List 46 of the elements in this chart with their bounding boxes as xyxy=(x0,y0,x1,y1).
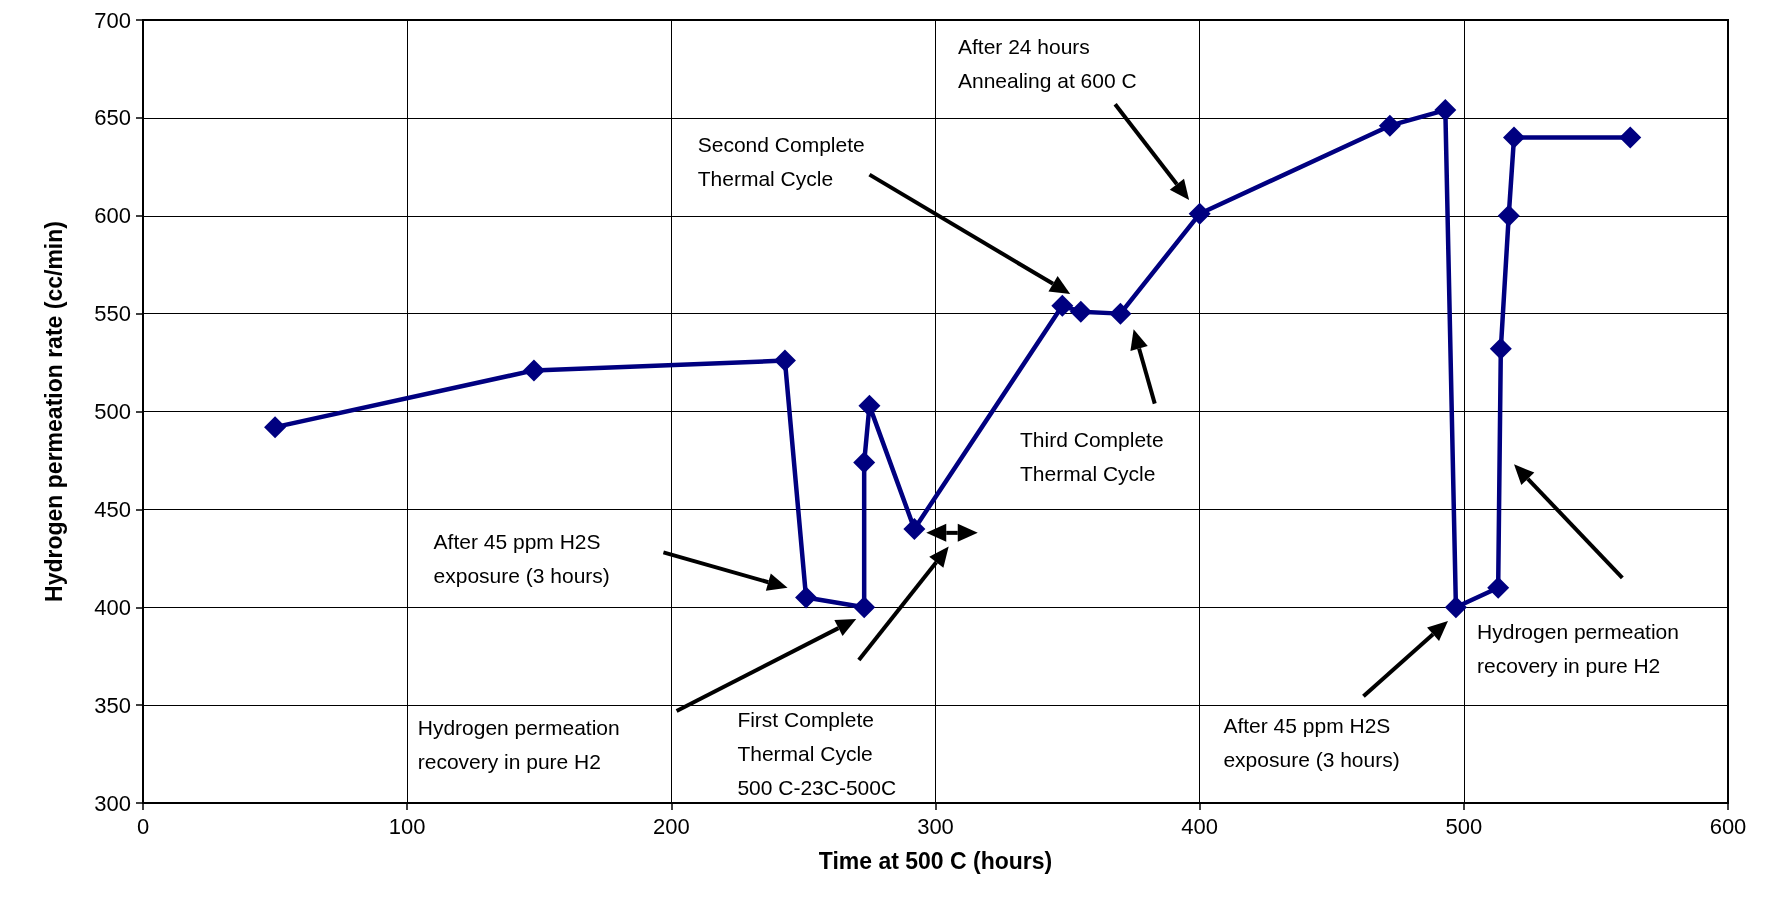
y-tick-label: 500 xyxy=(94,399,131,424)
point xyxy=(1619,126,1642,149)
point xyxy=(903,517,926,540)
point xyxy=(795,586,818,609)
point xyxy=(1497,204,1520,227)
x-tick-label: 0 xyxy=(136,813,150,839)
point xyxy=(1188,202,1211,225)
point xyxy=(853,451,876,474)
point xyxy=(1378,114,1401,137)
point xyxy=(1434,99,1457,122)
annotation: After 24 hours Annealing at 600 C xyxy=(957,34,1137,92)
point xyxy=(853,596,876,619)
point xyxy=(1051,294,1074,317)
x-tick-label: 500 xyxy=(1445,813,1483,839)
y-tick-label: 700 xyxy=(94,7,131,33)
point xyxy=(773,349,796,372)
annotation: Hydrogen permeation recovery in pure H2 xyxy=(417,715,620,773)
y-axis-title: Hydrogen permeation rate (cc/min) xyxy=(40,221,67,602)
annotation: Third Complete Thermal Cycle xyxy=(1020,428,1164,486)
y-tick-label: 550 xyxy=(94,301,131,327)
annotation: After 45 ppm H2S exposure (3 hours) xyxy=(433,529,610,587)
annotation: Hydrogen permeation recovery in pure H2 xyxy=(1477,619,1679,677)
x-axis-title: Time at 500 C (hours) xyxy=(818,847,1053,874)
y-tick-label: 600 xyxy=(94,203,131,229)
point xyxy=(1444,596,1467,619)
point xyxy=(1489,337,1512,360)
annotation: After 45 ppm H2S exposure (3 hours) xyxy=(1223,713,1400,771)
point xyxy=(1109,302,1132,325)
annotation: Second Complete Thermal Cycle xyxy=(697,132,865,190)
x-tick-label: 600 xyxy=(1709,813,1747,839)
y-tick-label: 450 xyxy=(94,496,131,522)
x-tick-label: 200 xyxy=(652,813,690,839)
y-tick-label: 650 xyxy=(94,105,131,131)
y-tick-label: 350 xyxy=(94,692,131,718)
y-tick-label: 300 xyxy=(94,790,131,816)
point xyxy=(264,416,287,439)
point xyxy=(522,359,545,382)
point xyxy=(1487,576,1510,599)
x-tick-label: 100 xyxy=(388,813,426,839)
x-tick-label: 400 xyxy=(1181,813,1219,839)
point xyxy=(858,394,881,417)
point xyxy=(1069,300,1092,323)
y-tick-label: 400 xyxy=(94,594,131,620)
point xyxy=(1503,126,1526,149)
annotation: First Complete Thermal Cycle 500 C-23C-500C xyxy=(737,708,897,800)
x-tick-label: 300 xyxy=(917,813,954,839)
